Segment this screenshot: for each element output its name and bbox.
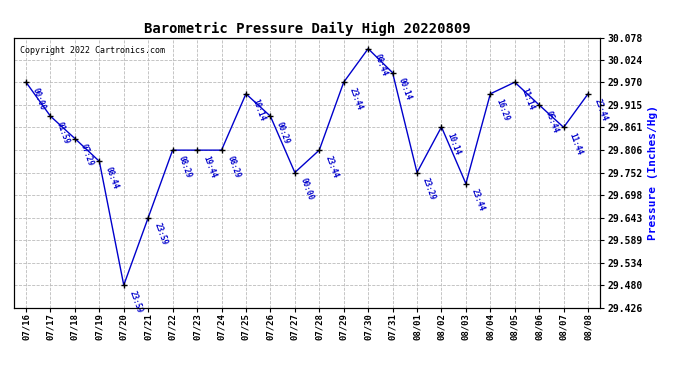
Text: 11:14: 11:14 bbox=[519, 86, 535, 111]
Text: 23:59: 23:59 bbox=[128, 289, 144, 314]
Text: 08:29: 08:29 bbox=[226, 154, 242, 179]
Text: 00:14: 00:14 bbox=[397, 77, 413, 102]
Text: 00:00: 00:00 bbox=[30, 86, 46, 111]
Text: 10:14: 10:14 bbox=[250, 98, 266, 123]
Y-axis label: Pressure (Inches/Hg): Pressure (Inches/Hg) bbox=[648, 105, 658, 240]
Text: 11:44: 11:44 bbox=[568, 132, 584, 156]
Text: 23:59: 23:59 bbox=[152, 222, 169, 247]
Text: 16:29: 16:29 bbox=[495, 98, 511, 123]
Text: 23:29: 23:29 bbox=[421, 177, 437, 201]
Text: 08:29: 08:29 bbox=[177, 154, 193, 179]
Text: 23:44: 23:44 bbox=[348, 86, 364, 111]
Text: 00:00: 00:00 bbox=[299, 177, 315, 201]
Text: 19:44: 19:44 bbox=[201, 154, 217, 179]
Text: Copyright 2022 Cartronics.com: Copyright 2022 Cartronics.com bbox=[19, 46, 165, 55]
Text: 07:29: 07:29 bbox=[79, 143, 95, 168]
Title: Barometric Pressure Daily High 20220809: Barometric Pressure Daily High 20220809 bbox=[144, 22, 471, 36]
Text: 10:14: 10:14 bbox=[446, 131, 462, 156]
Text: 23:44: 23:44 bbox=[324, 154, 339, 179]
Text: 00:29: 00:29 bbox=[275, 120, 291, 145]
Text: 01:59: 01:59 bbox=[55, 120, 71, 145]
Text: 05:44: 05:44 bbox=[543, 109, 560, 134]
Text: 08:44: 08:44 bbox=[104, 165, 120, 190]
Text: 08:44: 08:44 bbox=[373, 53, 388, 78]
Text: 23:44: 23:44 bbox=[470, 188, 486, 213]
Text: 23:44: 23:44 bbox=[592, 98, 609, 123]
